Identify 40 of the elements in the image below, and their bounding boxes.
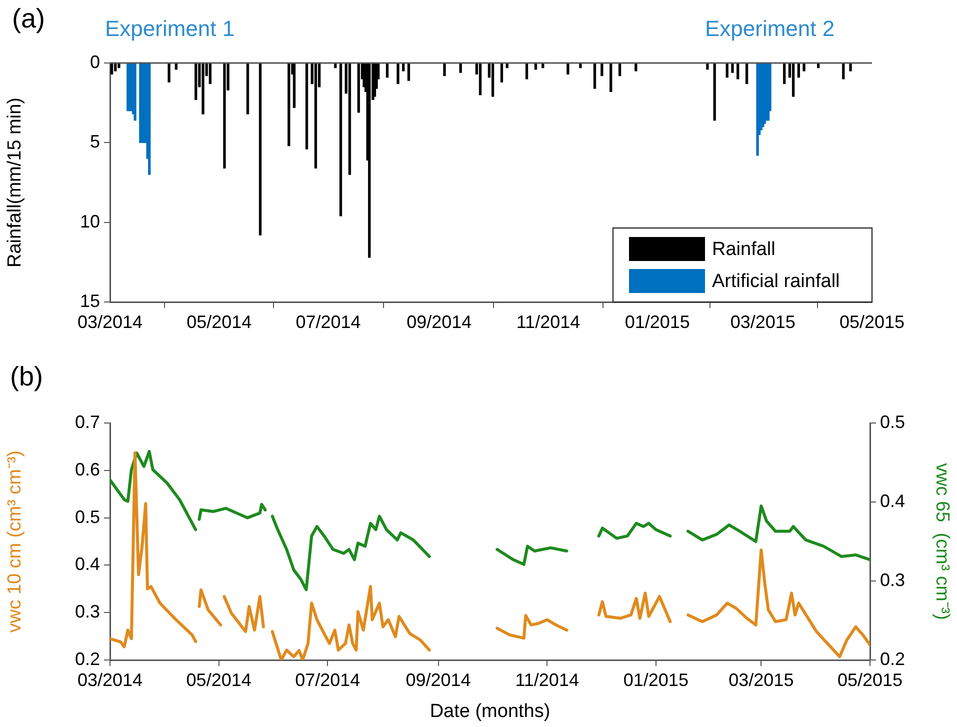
y-tick-label: 0.7 (74, 412, 100, 432)
y-axis-title: Rainfall(mm/15 min) (4, 98, 26, 268)
x-tick-label: 09/2014 (406, 670, 471, 690)
y2-tick-label: 0.2 (880, 648, 906, 669)
x-tick-label: 03/2015 (728, 670, 794, 690)
y-tick-label: 0.5 (74, 506, 100, 527)
text: (a) (12, 3, 45, 34)
x-tick-label: 01/2015 (623, 670, 688, 690)
x-tick-label: 05/2015 (839, 312, 905, 332)
y-tick-label: 15 (80, 290, 100, 311)
x-tick-label: 11/2014 (516, 312, 580, 332)
y-tick-label: 0.3 (74, 602, 100, 622)
y2-axis-title: vwc 65 (cm³ cm⁻³) (931, 463, 952, 620)
x-tick-label: 07/2014 (295, 670, 360, 690)
x-tick-label: 09/2014 (406, 312, 472, 332)
text: Experiment 1 (105, 16, 235, 42)
text: (b) (10, 361, 43, 392)
y-tick-label: 10 (80, 211, 100, 232)
x-tick-label: 01/2015 (624, 312, 690, 332)
x-tick-label: 03/2014 (77, 312, 143, 332)
y2-tick-label: 0.4 (880, 490, 906, 511)
x-tick-label: 03/2015 (730, 312, 796, 332)
y-tick-label: 0 (90, 52, 100, 72)
x-tick-label: 05/2014 (186, 312, 252, 332)
x-tick-label: 03/2014 (77, 670, 143, 690)
y-tick-label: 5 (90, 132, 100, 152)
y-axis-title: vwc 10 cm (cm³ cm⁻³) (4, 450, 26, 633)
legend-label: Artificial rainfall (712, 271, 840, 292)
x-tick-label: 07/2014 (296, 312, 361, 332)
y-tick-label: 0.2 (74, 648, 100, 669)
x-axis-title: Date (months) (430, 700, 550, 722)
y2-tick-label: 0.5 (880, 412, 906, 432)
x-tick-label: 11/2014 (515, 670, 579, 690)
y-tick-label: 0.4 (74, 554, 100, 574)
x-tick-label: 05/2014 (186, 670, 252, 690)
y-tick-label: 0.6 (74, 459, 100, 480)
x-tick-label: 05/2015 (837, 670, 903, 690)
legend-label: Rainfall (712, 239, 776, 260)
text: Experiment 2 (705, 16, 835, 42)
y2-tick-label: 0.3 (880, 570, 906, 590)
